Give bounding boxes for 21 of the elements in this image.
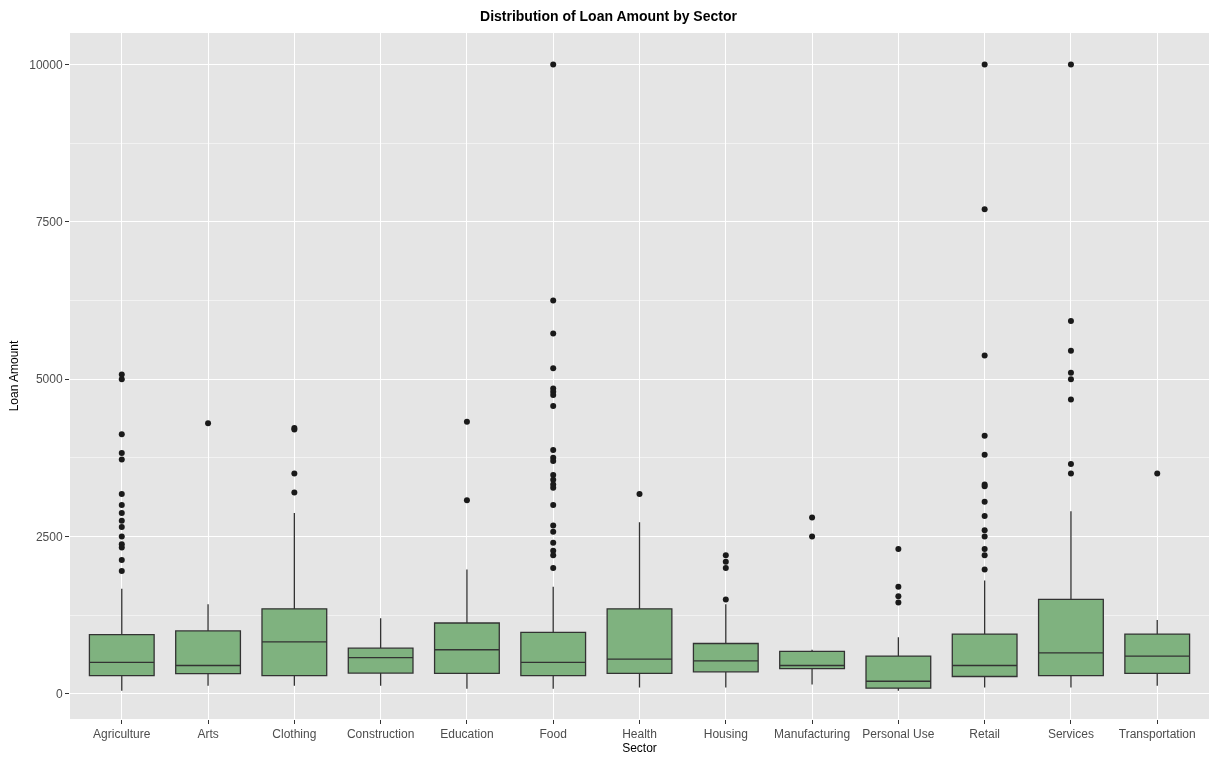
x-tick-label: Services [1047, 727, 1094, 742]
x-tick-label: Manufacturing [774, 727, 851, 742]
x-axis-title: Sector [622, 741, 657, 756]
x-tick-label: Transportation [1118, 727, 1196, 742]
y-tick-label: 0 [55, 687, 63, 702]
y-tick-label: 10000 [29, 57, 63, 72]
x-tick-label: Food [539, 727, 567, 742]
x-tick-label: Arts [197, 727, 219, 742]
y-tick-label: 7500 [35, 215, 63, 230]
y-axis-title: Loan Amount [6, 339, 21, 412]
y-tick-label: 5000 [35, 372, 63, 387]
x-tick-label: Education [440, 727, 494, 742]
x-tick-label: Retail [969, 727, 1000, 742]
chart-title: Distribution of Loan Amount by Sector [480, 8, 738, 25]
y-tick-label: 2500 [35, 529, 63, 544]
x-tick-label: Housing [703, 727, 748, 742]
x-tick-label: Agriculture [93, 727, 151, 742]
x-tick-label: Personal Use [862, 727, 935, 742]
x-tick-label: Clothing [272, 727, 317, 742]
x-tick-label: Health [622, 727, 657, 742]
x-tick-label: Construction [346, 727, 415, 742]
